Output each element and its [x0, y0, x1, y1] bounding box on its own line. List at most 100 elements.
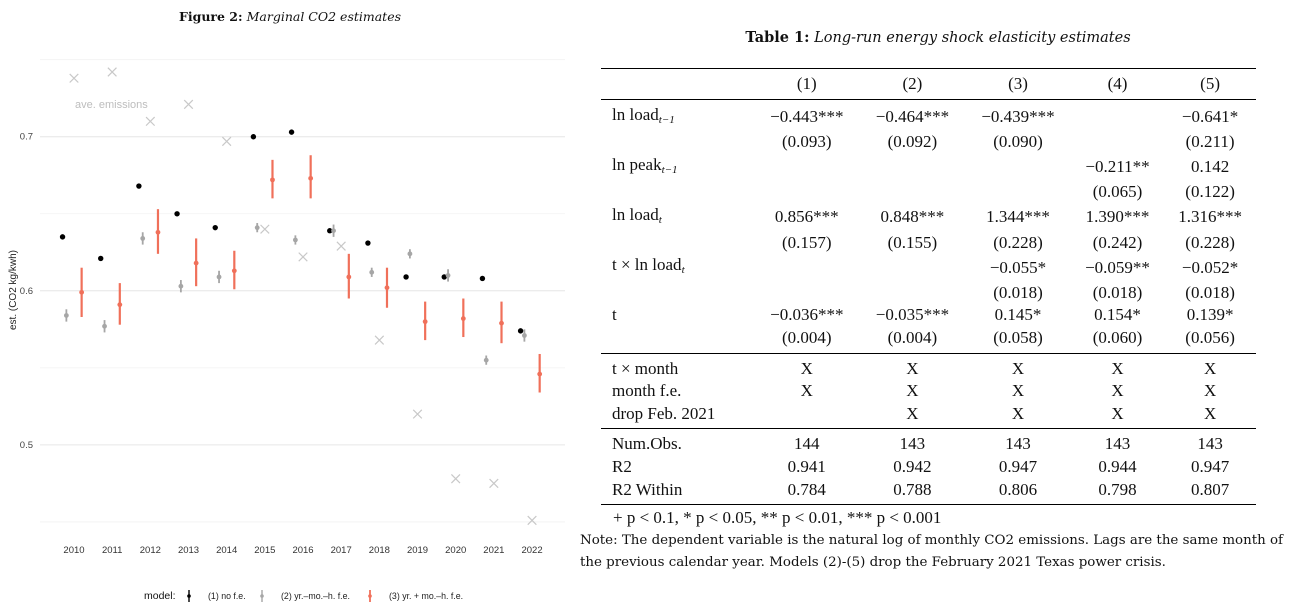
- stat-row: R2 Within 0.784 0.788 0.806 0.798 0.807: [601, 479, 1256, 505]
- coef-cell: [1070, 98, 1165, 132]
- row-label-base: ln load: [612, 204, 659, 224]
- row-label: t: [601, 304, 754, 327]
- estimate-point: [102, 323, 107, 329]
- estimate-point: [178, 283, 184, 289]
- row-label-subscript: t: [658, 213, 662, 226]
- se-cell: (0.018): [1185, 282, 1235, 302]
- se-row: (0.018) (0.018) (0.018): [601, 282, 1256, 305]
- y-tick-label: 0.6: [20, 286, 33, 297]
- stat-row-cell: 0.788: [893, 479, 932, 499]
- estimate-point: [499, 320, 504, 326]
- marginal-co2-chart: 0.50.60.7 2010 2011 2012 2013 2014 2015 2016 20…: [8, 59, 565, 602]
- x-tick-label: 2016: [292, 545, 313, 556]
- coef-cell: −0.052*: [1181, 257, 1239, 277]
- se-cell: (0.018): [993, 282, 1043, 302]
- row-label-subscript: t: [681, 264, 685, 277]
- fe-row-cell: X: [1203, 381, 1217, 401]
- se-cell: (0.056): [1185, 327, 1235, 347]
- x-tick-label: 2018: [369, 545, 390, 556]
- legend-key-point: [260, 594, 264, 598]
- estimate-point: [193, 260, 199, 266]
- coef-cell: 0.142: [1190, 157, 1230, 177]
- column-header-1: (1): [754, 68, 860, 100]
- se-cell: (0.004): [782, 327, 832, 347]
- series-2: [63, 223, 527, 365]
- x-tick-labels: 2010 2011 2012 2013 2014 2015 2016 2017 2018 2019…: [63, 545, 542, 556]
- estimate-point: [422, 319, 428, 325]
- fe-row-cell: X: [965, 352, 1071, 381]
- stat-row-cell: 0.784: [787, 479, 826, 499]
- se-cell: (0.090): [993, 132, 1043, 152]
- coef-cell: −0.641*: [1164, 98, 1256, 132]
- estimate-point: [365, 240, 371, 246]
- coef-cell: [754, 254, 860, 282]
- estimate-point: [174, 211, 180, 217]
- coef-row: t × ln loadt −0.055* −0.059** −0.052*: [601, 254, 1256, 282]
- figure-label: Figure 2:: [178, 9, 243, 24]
- emissions-x-marker: [489, 478, 499, 489]
- emissions-x-marker: [527, 515, 537, 526]
- figure-title: Marginal CO2 estimates: [246, 9, 402, 24]
- coef-cell: −0.059**: [1085, 257, 1150, 277]
- legend: model: (1) no f.e. (2) yr.–mo.–h. f.e. (3)…: [144, 590, 463, 602]
- estimate-point: [98, 255, 104, 262]
- row-label-base: ln peak: [612, 154, 662, 174]
- estimate-point: [327, 228, 333, 234]
- stat-row-cell: 143: [1070, 428, 1165, 456]
- coef-cell: 0.139*: [1186, 305, 1234, 325]
- se-cell: (0.018): [1092, 282, 1143, 302]
- coef-row: ln peakt−1 −0.211** 0.142: [601, 154, 1256, 182]
- y-tick-labels: 0.5 0.6 0.7: [20, 132, 33, 451]
- estimate-point: [292, 237, 298, 243]
- stat-row-cell: 0.798: [1098, 479, 1137, 499]
- se-cell: (0.092): [887, 132, 938, 152]
- row-label: t × ln loadt: [601, 254, 754, 282]
- fe-row-label: drop Feb. 2021: [612, 403, 716, 423]
- fe-row-cell: [754, 403, 860, 429]
- stat-row-cell: 143: [859, 428, 966, 456]
- table-title: Long-run energy shock elasticity estimat…: [814, 30, 1131, 46]
- stat-row-cell: 143: [965, 428, 1071, 456]
- estimate-point: [59, 234, 66, 240]
- fe-row-cell: X: [906, 403, 919, 423]
- se-cell: (0.155): [887, 232, 938, 252]
- fe-row-cell: X: [859, 352, 966, 381]
- significance-footnote: + p < 0.1, * p < 0.05, ** p < 0.01, *** …: [601, 504, 1256, 530]
- emissions-x-marker: [145, 116, 156, 127]
- se-cell: (0.228): [1185, 232, 1235, 252]
- header-row: (1) (2) (3) (4) (5): [601, 68, 1256, 100]
- coef-cell: −0.443***: [754, 98, 860, 132]
- fe-row-cell: X: [1011, 403, 1025, 423]
- legend-key-point: [187, 594, 191, 598]
- fe-row: t × month X X X X X: [601, 352, 1256, 381]
- se-cell: [860, 282, 966, 305]
- series-4: [69, 67, 537, 526]
- se-cell: (0.242): [1092, 232, 1143, 252]
- emissions-x-marker: [374, 335, 385, 345]
- header-blank: [601, 68, 754, 100]
- estimate-point: [522, 333, 527, 338]
- emissions-x-marker: [183, 99, 194, 110]
- coef-row: t −0.036*** −0.035*** 0.145* 0.154* 0.139*: [601, 304, 1256, 327]
- estimate-point: [308, 175, 314, 181]
- coef-cell: 0.856***: [774, 207, 839, 227]
- x-tick-label: 2017: [331, 545, 352, 556]
- stat-row-cell: 0.947: [998, 456, 1038, 476]
- coef-cell: −0.036***: [770, 305, 844, 325]
- se-cell: (0.004): [887, 327, 938, 347]
- coef-cell: −0.211**: [1085, 157, 1150, 177]
- statistics-section: Num.Obs. 144 143 143 143 143 R2 0.941 0.942 0.947…: [601, 428, 1256, 505]
- estimate-point: [270, 177, 275, 183]
- table-label: Table 1:: [745, 29, 810, 46]
- stat-row-cell: 0.941: [787, 456, 826, 476]
- coef-cell: −0.055*: [989, 257, 1047, 277]
- se-row-label-blank: [601, 181, 754, 204]
- fe-row-label: month f.e.: [612, 381, 682, 401]
- coef-cell: [860, 154, 966, 182]
- coef-cell: −0.439***: [965, 98, 1071, 132]
- coef-cell: 0.145*: [994, 305, 1042, 325]
- x-tick-label: 2022: [521, 545, 542, 556]
- se-cell: (0.228): [993, 232, 1043, 252]
- estimate-point: [331, 228, 336, 234]
- estimate-point: [445, 273, 451, 278]
